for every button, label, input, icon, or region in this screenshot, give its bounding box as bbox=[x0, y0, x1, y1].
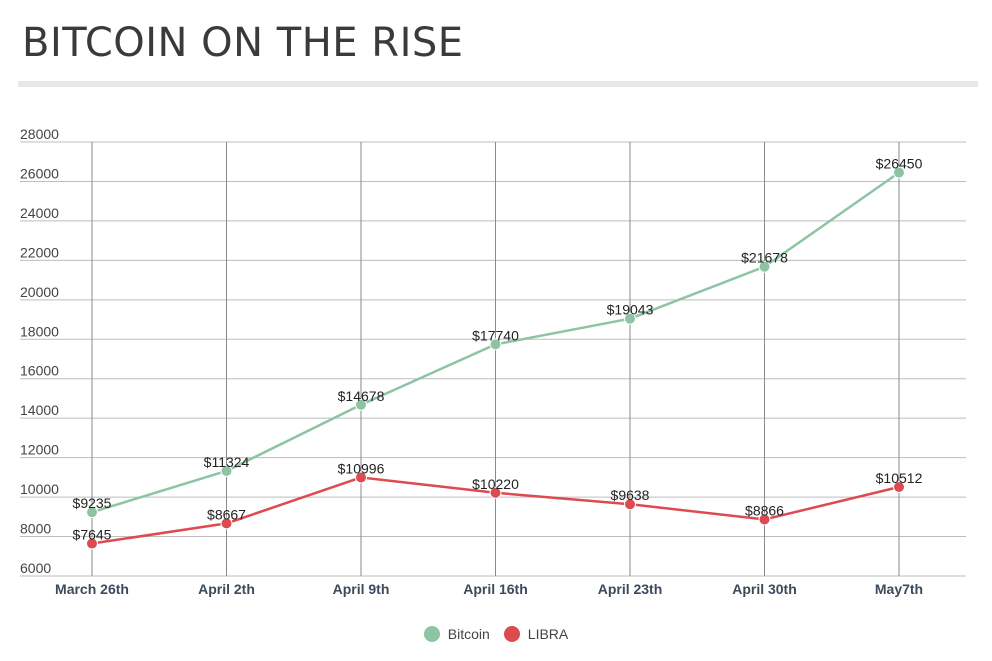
data-point-bitcoin bbox=[355, 398, 367, 411]
data-label-bitcoin: $21678 bbox=[741, 250, 788, 266]
data-label-libra: $10996 bbox=[338, 460, 385, 476]
data-point-bitcoin bbox=[624, 312, 636, 325]
page-title: BITCOIN ON THE RISE bbox=[22, 20, 464, 66]
line-chart: 6000 8000 10000 12000 14000 16000 18000 20000 22… bbox=[20, 126, 966, 597]
data-point-libra bbox=[758, 513, 771, 526]
data-label-libra: $8667 bbox=[207, 506, 246, 522]
data-label-bitcoin: $26450 bbox=[876, 156, 923, 172]
data-labels: $9235 $11324 $14678 $17740 $19043 $21678 $2645… bbox=[73, 156, 923, 543]
data-label-libra: $8866 bbox=[745, 502, 784, 518]
data-label-bitcoin: $14678 bbox=[338, 388, 385, 404]
legend-item-libra: LIBRA bbox=[503, 626, 569, 642]
data-point-libra bbox=[893, 480, 905, 493]
data-point-bitcoin bbox=[220, 464, 233, 477]
data-point-libra bbox=[220, 517, 233, 530]
title-divider bbox=[18, 81, 978, 87]
y-tick-label: 14000 bbox=[20, 402, 59, 418]
x-tick-label: April 30th bbox=[732, 581, 797, 597]
chart-series bbox=[86, 166, 905, 550]
y-tick-label: 28000 bbox=[20, 126, 59, 142]
legend-item-bitcoin: Bitcoin bbox=[423, 626, 490, 642]
x-tick-label: March 26th bbox=[55, 581, 129, 597]
legend-swatch bbox=[503, 626, 520, 642]
y-tick-label: 10000 bbox=[20, 481, 59, 497]
data-label-libra: $10220 bbox=[472, 476, 519, 492]
y-tick-label: 16000 bbox=[20, 363, 59, 379]
legend-swatch bbox=[423, 626, 440, 642]
y-tick-label: 20000 bbox=[20, 284, 59, 300]
x-axis: March 26th April 2th April 9th April 16th Ap… bbox=[55, 581, 923, 597]
y-tick-label: 26000 bbox=[20, 165, 59, 181]
x-tick-label: April 16th bbox=[463, 581, 528, 597]
data-label-libra: $9638 bbox=[611, 487, 650, 503]
data-label-libra: $7645 bbox=[73, 527, 112, 543]
y-tick-label: 12000 bbox=[20, 442, 59, 458]
data-label-bitcoin: $17740 bbox=[472, 327, 519, 343]
data-point-bitcoin bbox=[758, 260, 771, 273]
y-tick-label: 22000 bbox=[20, 244, 59, 260]
y-tick-label: 8000 bbox=[20, 521, 51, 537]
y-tick-label: 6000 bbox=[20, 560, 51, 576]
legend-label: LIBRA bbox=[527, 626, 569, 642]
data-point-libra bbox=[355, 471, 367, 484]
y-axis: 6000 8000 10000 12000 14000 16000 18000 20000 22… bbox=[20, 126, 59, 576]
x-tick-label: April 9th bbox=[333, 581, 390, 597]
data-point-libra bbox=[624, 498, 636, 511]
x-tick-label: May7th bbox=[875, 581, 923, 597]
x-tick-label: April 2th bbox=[198, 581, 255, 597]
data-label-libra: $10512 bbox=[876, 470, 923, 486]
data-label-bitcoin: $19043 bbox=[607, 302, 654, 318]
y-tick-label: 24000 bbox=[20, 205, 59, 221]
y-tick-label: 18000 bbox=[20, 323, 59, 339]
chart-legend: Bitcoin LIBRA bbox=[0, 626, 992, 642]
data-point-libra bbox=[86, 537, 98, 550]
data-point-bitcoin bbox=[893, 166, 905, 179]
x-tick-label: April 23th bbox=[598, 581, 663, 597]
legend-label: Bitcoin bbox=[447, 626, 490, 642]
data-label-bitcoin: $11324 bbox=[204, 454, 250, 470]
data-point-bitcoin bbox=[489, 338, 502, 351]
chart-grid bbox=[20, 141, 966, 577]
data-point-libra bbox=[489, 486, 502, 499]
data-label-bitcoin: $9235 bbox=[73, 495, 112, 511]
data-point-bitcoin bbox=[86, 506, 98, 519]
